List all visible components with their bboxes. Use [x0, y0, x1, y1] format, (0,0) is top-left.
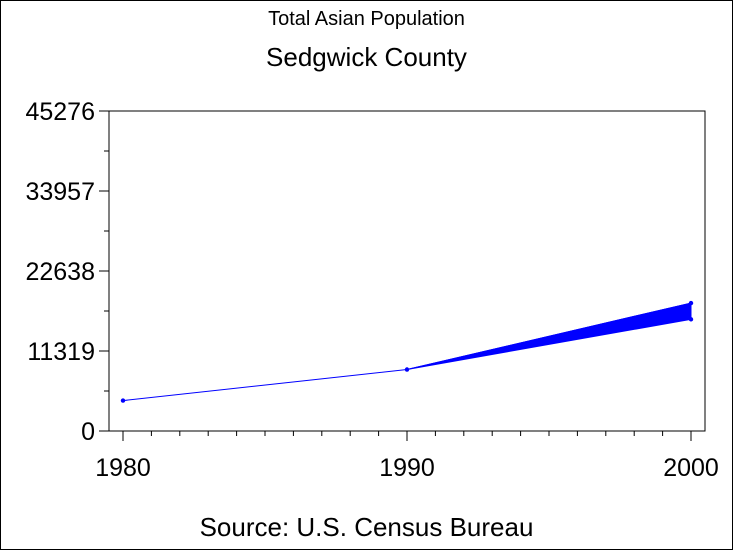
- chart-subtitle: Sedgwick County: [266, 42, 467, 72]
- source-footnote: Source: U.S. Census Bureau: [199, 512, 534, 542]
- data-point: [404, 367, 410, 372]
- band-end-point: [688, 317, 694, 322]
- series-line: [122, 302, 692, 402]
- plot-area: [108, 110, 706, 432]
- y-tick-label: 0: [81, 418, 95, 446]
- x-tick-label: 2000: [663, 454, 719, 482]
- x-tick-label: 1980: [95, 454, 151, 482]
- chart-title: Total Asian Population: [268, 8, 465, 30]
- data-point: [120, 398, 126, 403]
- y-tick-label: 33957: [25, 178, 95, 206]
- y-tick-label: 45276: [25, 98, 95, 126]
- axis-ticks: 0 11319 22638 33957 45276 1980 1990 2000: [25, 98, 718, 482]
- y-tick-label: 22638: [25, 258, 95, 286]
- y-tick-label: 11319: [27, 338, 95, 366]
- data-point: [688, 300, 694, 306]
- x-tick-label: 1990: [379, 454, 435, 482]
- data-marks: [120, 300, 694, 403]
